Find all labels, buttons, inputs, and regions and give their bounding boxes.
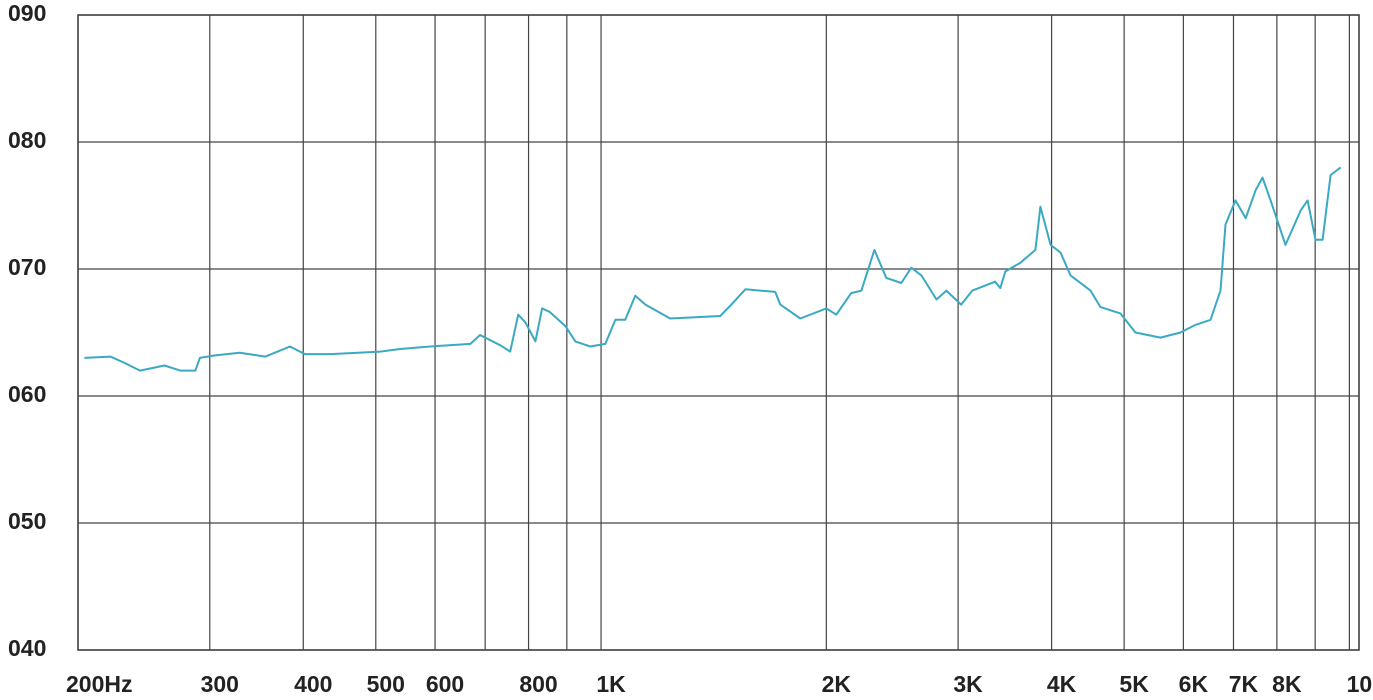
x-tick-label: 200Hz — [66, 671, 132, 697]
x-tick-label: 400 — [294, 671, 332, 697]
x-tick-label: 3K — [953, 671, 983, 697]
y-tick-label: 040 — [8, 635, 46, 661]
x-tick-label: 600 — [426, 671, 464, 697]
x-tick-label: 10 — [1347, 671, 1373, 697]
x-tick-label: 4K — [1047, 671, 1077, 697]
x-tick-label: 5K — [1119, 671, 1149, 697]
y-tick-label: 090 — [8, 0, 46, 26]
plot-border — [77, 14, 1360, 651]
x-tick-label: 6K — [1179, 671, 1209, 697]
y-tick-label: 060 — [8, 381, 46, 407]
x-tick-label: 800 — [519, 671, 557, 697]
x-tick-label: 500 — [367, 671, 405, 697]
y-tick-label: 050 — [8, 508, 46, 534]
x-tick-label: 1K — [596, 671, 626, 697]
y-tick-label: 080 — [8, 127, 46, 153]
x-tick-label: 7K — [1229, 671, 1259, 697]
x-tick-label: 2K — [822, 671, 852, 697]
data-line — [84, 166, 1342, 372]
x-tick-label: 300 — [201, 671, 239, 697]
x-tick-label: 8K — [1272, 671, 1302, 697]
y-tick-label: 070 — [8, 254, 46, 280]
